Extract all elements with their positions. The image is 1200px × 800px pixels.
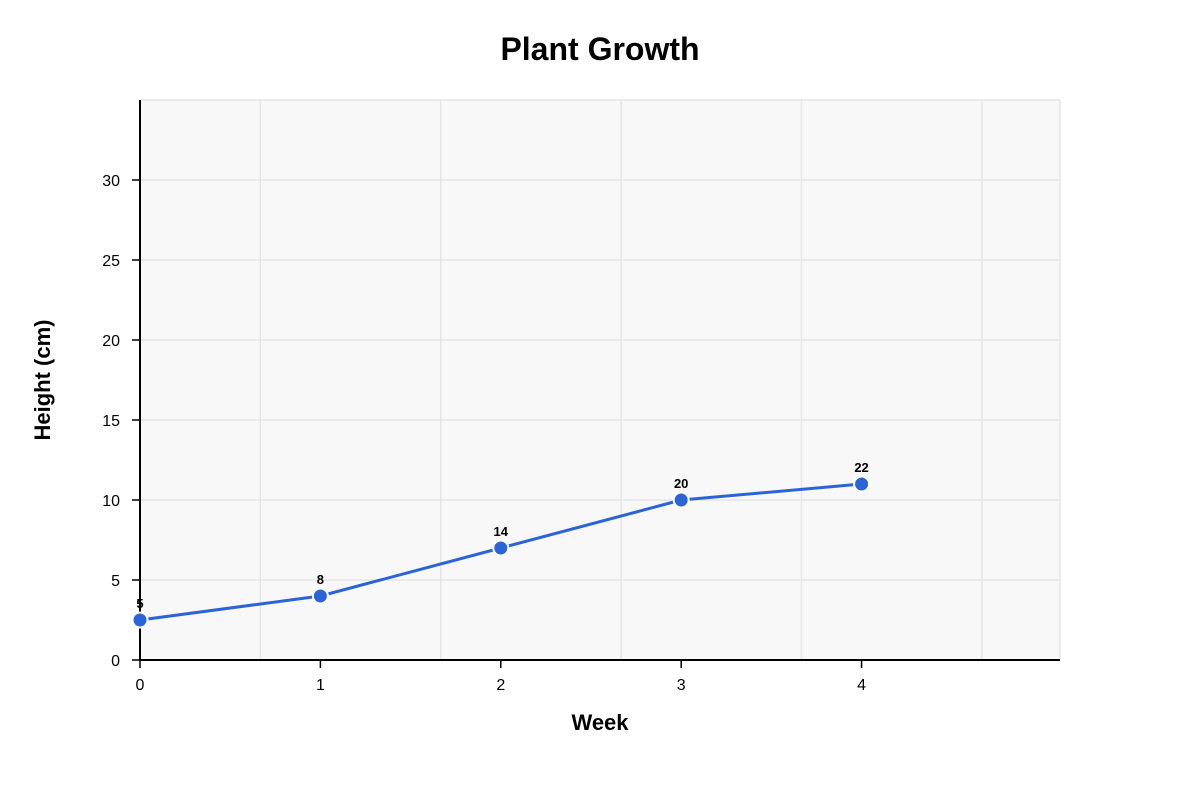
y-axis-title: Height (cm): [30, 320, 55, 441]
x-tick-label: 0: [136, 677, 145, 694]
y-tick-label: 30: [102, 173, 120, 190]
data-label: 8: [317, 572, 324, 587]
y-tick-label: 20: [102, 333, 120, 350]
y-tick-label: 0: [111, 653, 120, 670]
data-point: [853, 475, 871, 493]
y-tick-label: 10: [102, 493, 120, 510]
data-point: [672, 491, 690, 509]
grid-lines: [139, 99, 1061, 661]
tick-labels: 0 1 2 3 4 0 5 10 15 20 25 30: [102, 173, 866, 694]
x-axis-title: Week: [571, 710, 629, 735]
chart-title: Plant Growth: [500, 31, 699, 67]
y-tick-label: 25: [102, 253, 120, 270]
axes: [139, 100, 1060, 661]
data-label: 14: [494, 524, 509, 539]
series-height: [131, 475, 871, 629]
data-point: [492, 539, 510, 557]
data-label: 5: [136, 596, 143, 611]
x-tick-label: 2: [496, 677, 505, 694]
data-labels: 5 8 14 20 22: [136, 460, 868, 611]
data-point: [311, 587, 329, 605]
x-tick-label: 3: [677, 677, 686, 694]
x-tick-label: 1: [316, 677, 325, 694]
data-label: 20: [674, 476, 688, 491]
y-tick-label: 15: [102, 413, 120, 430]
data-point: [131, 611, 149, 629]
x-tick-label: 4: [857, 677, 866, 694]
y-tick-label: 5: [111, 573, 120, 590]
data-label: 22: [854, 460, 868, 475]
plot-area: [140, 100, 1060, 660]
